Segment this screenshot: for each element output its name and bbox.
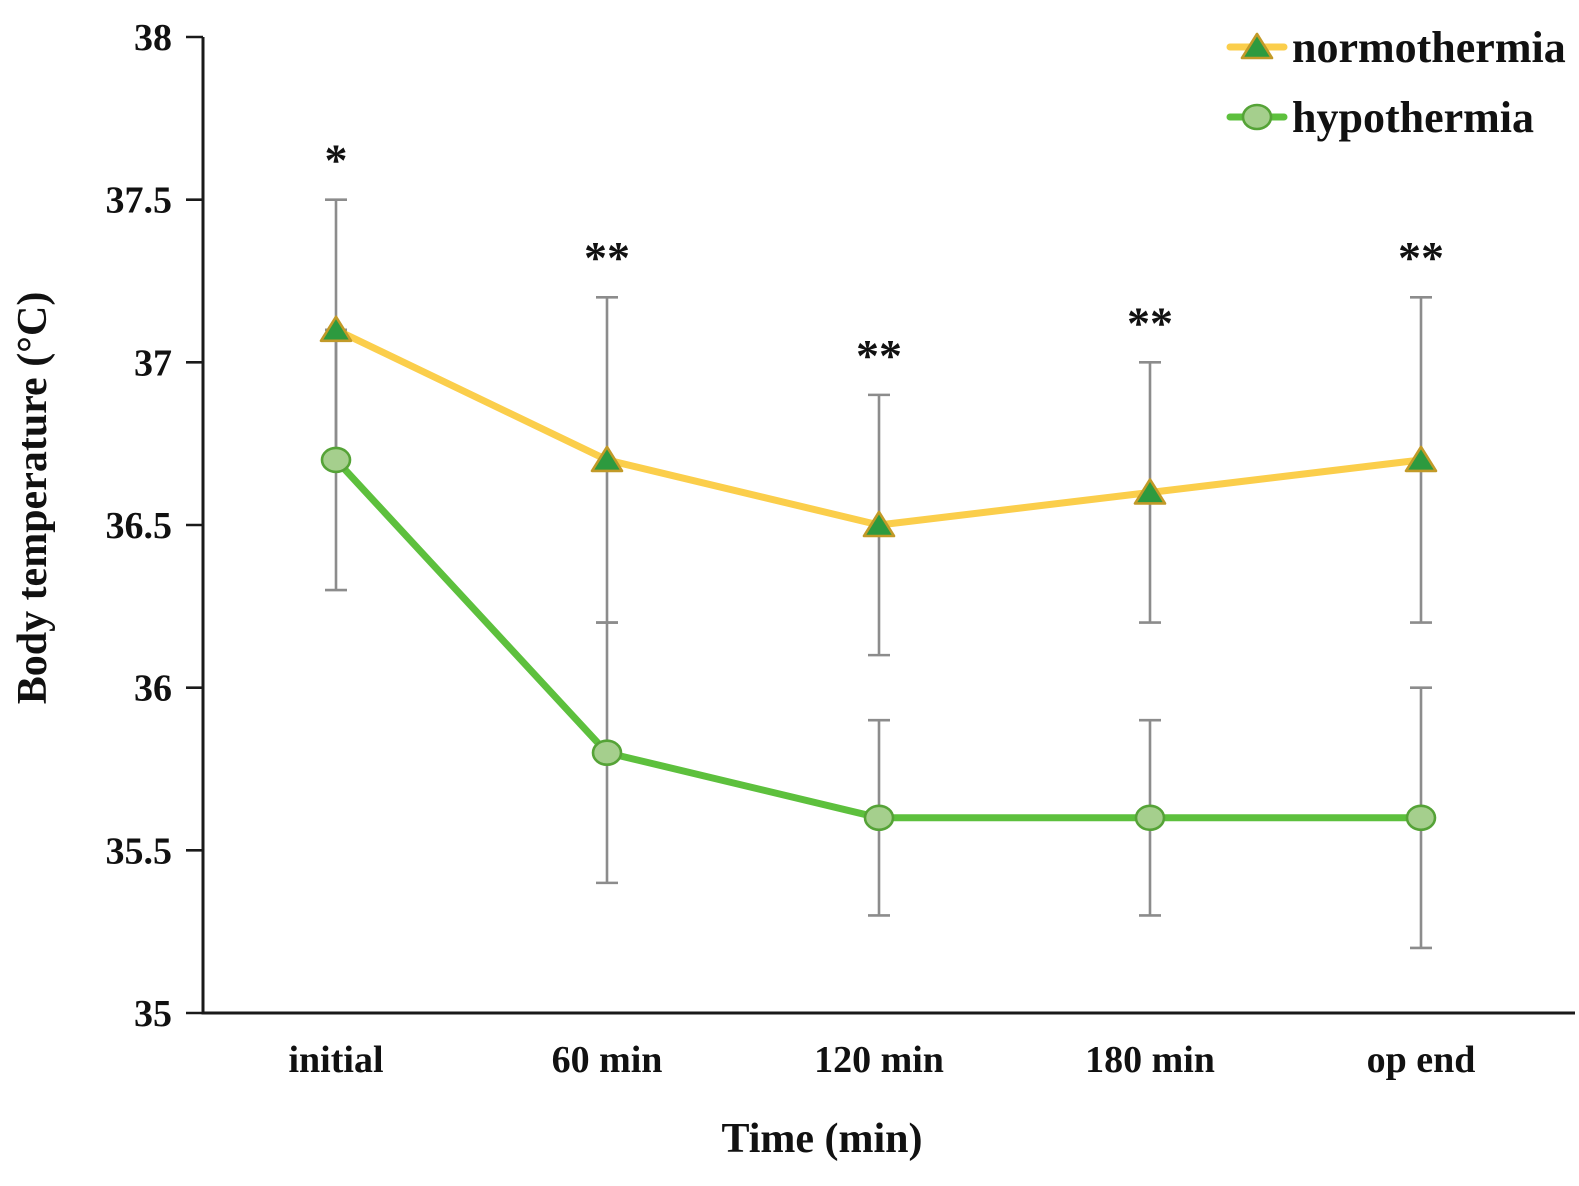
y-tick-label: 36.5 [106,505,173,547]
marker-circle-icon [591,739,623,767]
y-tick-label: 36 [134,668,172,710]
x-category-label: 120 min [814,1039,944,1081]
y-tick-label: 37.5 [106,180,173,222]
significance-label: ** [584,232,630,283]
y-tick-label: 35 [134,993,172,1035]
marker-triangle-icon-legend [1240,32,1274,60]
marker-triangle-icon [1404,445,1438,473]
marker-triangle-icon [319,315,353,343]
legend-label: normothermia [1292,23,1566,72]
legend-label: hypothermia [1292,93,1534,142]
x-axis-title: Time (min) [721,1116,922,1162]
marker-circle-icon-legend [1241,103,1273,131]
x-category-label: op end [1367,1039,1476,1081]
y-axis-title: Body temperature (°C) [10,292,56,705]
marker-triangle-icon [590,445,624,473]
significance-label: ** [1398,232,1444,283]
y-tick-label: 37 [134,342,172,384]
y-tick-label: 38 [134,17,172,59]
marker-circle-icon [1405,804,1437,832]
marker-triangle-icon [862,510,896,538]
x-category-label: 60 min [552,1039,663,1081]
marker-circle-icon [863,804,895,832]
x-category-label: 180 min [1085,1039,1215,1081]
x-category-label: initial [288,1039,383,1081]
marker-circle-icon [1134,804,1166,832]
y-tick-label: 35.5 [106,830,173,872]
significance-label: ** [1127,297,1173,348]
significance-label: ** [856,330,902,381]
significance-label: * [325,135,348,186]
marker-triangle-icon [1133,478,1167,505]
marker-circle-icon [320,446,352,474]
